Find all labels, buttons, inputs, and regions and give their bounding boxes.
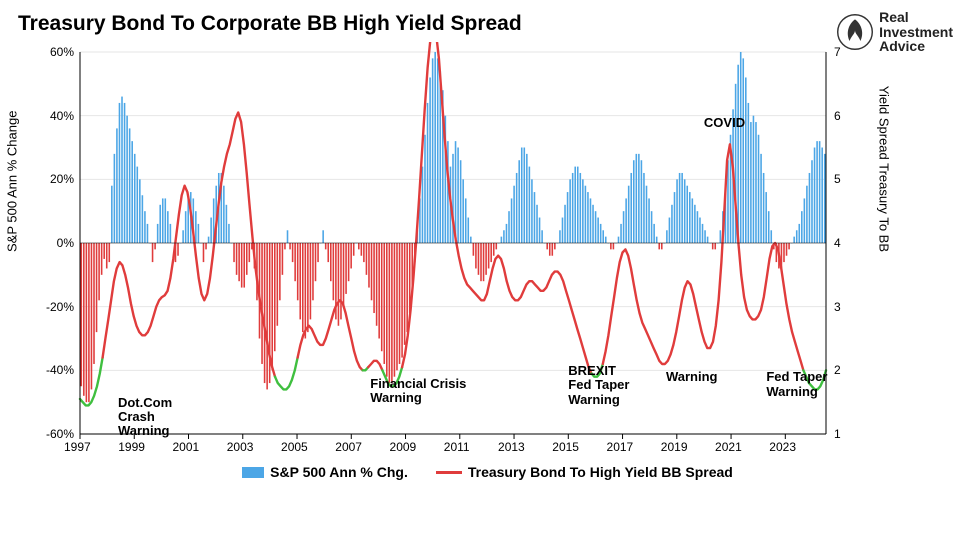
- x-tick: 2021: [715, 440, 742, 454]
- x-tick: 2015: [552, 440, 579, 454]
- x-tick: 1997: [64, 440, 91, 454]
- x-tick: 2003: [227, 440, 254, 454]
- x-tick: 2011: [444, 440, 470, 454]
- y-right-tick: 4: [834, 236, 841, 250]
- y-axis-left-label: S&P 500 Ann % Change: [5, 111, 20, 252]
- chart-annotation: Fed Taper Warning: [766, 370, 827, 399]
- x-tick: 2013: [498, 440, 525, 454]
- y-left-tick: 60%: [50, 45, 74, 59]
- brand-text: Real Investment Advice: [879, 10, 953, 54]
- y-left-tick: 20%: [50, 172, 74, 186]
- x-tick: 2023: [769, 440, 796, 454]
- y-axis-right-label: Yield Spread Treasury To BB: [877, 86, 892, 252]
- chart-legend: S&P 500 Ann % Chg. Treasury Bond To High…: [18, 464, 957, 480]
- brand-line2: Investment: [879, 24, 953, 40]
- x-tick: 2007: [335, 440, 362, 454]
- chart-annotation: BREXIT Fed Taper Warning: [568, 364, 629, 407]
- y-right-tick: 7: [834, 45, 841, 59]
- brand-line3: Advice: [879, 38, 925, 54]
- y-right-tick: 3: [834, 300, 841, 314]
- y-left-tick: -60%: [46, 427, 74, 441]
- y-left-tick: -40%: [46, 363, 74, 377]
- y-left-tick: 0%: [57, 236, 74, 250]
- legend-line-swatch: [436, 471, 462, 474]
- x-tick: 2009: [390, 440, 417, 454]
- y-left-tick: 40%: [50, 109, 74, 123]
- y-right-tick: 2: [834, 363, 841, 377]
- chart-annotation: Warning: [666, 370, 718, 384]
- legend-line-item: Treasury Bond To High Yield BB Spread: [436, 464, 733, 480]
- x-tick: 1999: [118, 440, 145, 454]
- chart-annotation: Financial Crisis Warning: [370, 377, 466, 406]
- y-right-tick: 5: [834, 172, 841, 186]
- x-tick: 2017: [607, 440, 634, 454]
- x-tick: 2019: [661, 440, 688, 454]
- y-right-tick: 1: [834, 427, 841, 441]
- y-left-tick: -20%: [46, 300, 74, 314]
- chart-annotation: Dot.Com Crash Warning: [118, 396, 172, 439]
- legend-bar-swatch: [242, 467, 264, 478]
- x-tick: 2001: [173, 440, 200, 454]
- brand-line1: Real: [879, 9, 909, 25]
- chart-annotation: COVID: [704, 116, 745, 130]
- legend-line-label: Treasury Bond To High Yield BB Spread: [468, 464, 733, 480]
- y-right-tick: 6: [834, 109, 841, 123]
- chart-container: S&P 500 Ann % Change Yield Spread Treasu…: [18, 42, 878, 462]
- chart-title: Treasury Bond To Corporate BB High Yield…: [18, 12, 957, 36]
- x-tick: 2005: [281, 440, 308, 454]
- legend-bar-item: S&P 500 Ann % Chg.: [242, 464, 408, 480]
- legend-bar-label: S&P 500 Ann % Chg.: [270, 464, 408, 480]
